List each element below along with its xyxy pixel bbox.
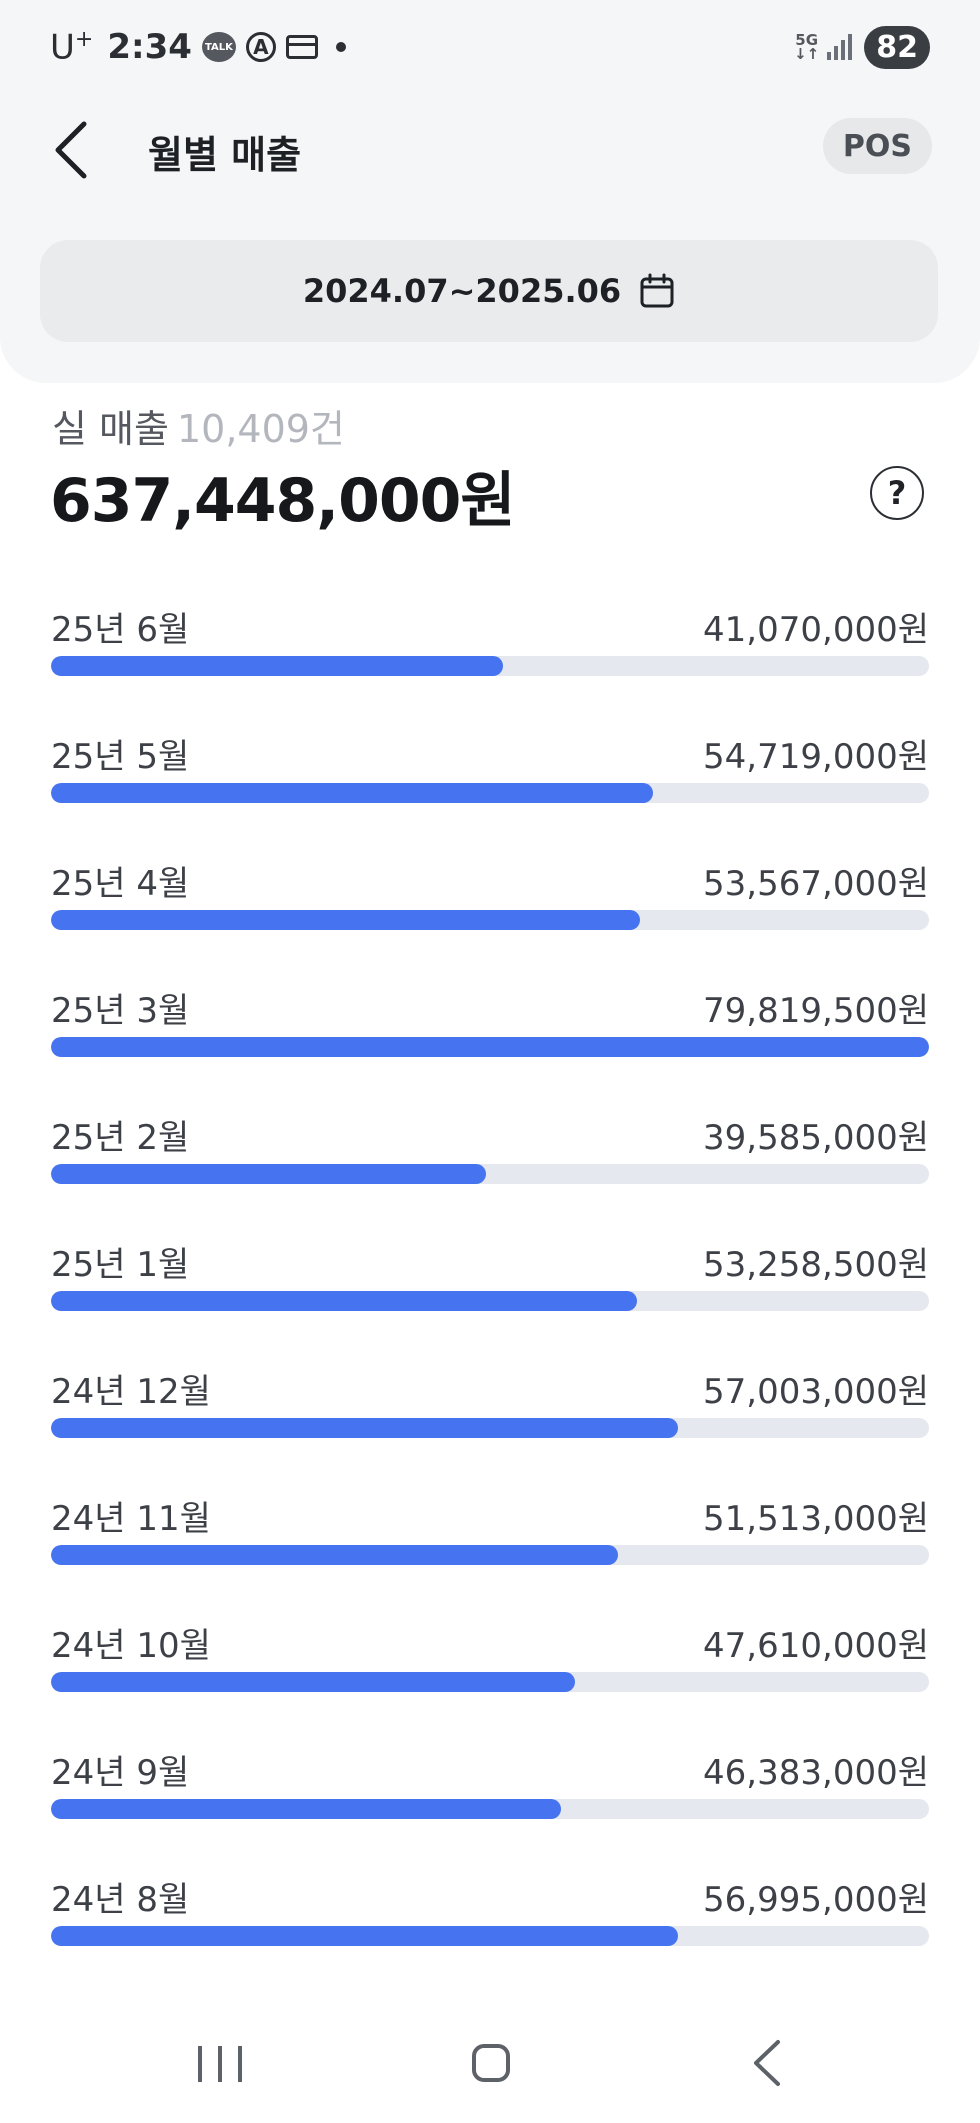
- month-row: 24년 12월 57,003,000원: [51, 1364, 929, 1444]
- month-label: 24년 12월: [51, 1372, 211, 1412]
- sales-bar-fill: [51, 1418, 679, 1438]
- sales-bar-fill: [51, 1164, 487, 1184]
- status-right: 5G ↓↑ 82: [794, 25, 930, 69]
- month-row: 24년 11월 51,513,000원: [51, 1491, 929, 1571]
- clock: 2:34: [107, 27, 192, 67]
- a-app-icon: A: [245, 32, 276, 62]
- sales-bar-fill: [51, 1799, 562, 1819]
- calendar-icon: [640, 273, 674, 308]
- month-label: 25년 5월: [51, 737, 190, 777]
- month-label: 25년 6월: [51, 610, 190, 650]
- month-amount: 57,003,000원: [703, 1372, 929, 1412]
- month-amount: 46,383,000원: [703, 1753, 929, 1793]
- sales-bar-track: [51, 1164, 929, 1184]
- month-amount: 39,585,000원: [703, 1118, 929, 1158]
- summary-label: 실 매출 10,409건: [52, 407, 345, 451]
- sales-bar-fill: [51, 910, 641, 930]
- sales-bar-track: [51, 1799, 929, 1819]
- sales-bar-fill: [51, 656, 503, 676]
- month-amount: 51,513,000원: [703, 1499, 929, 1539]
- month-label: 24년 8월: [51, 1880, 190, 1920]
- network-5g-icon: 5G ↓↑: [794, 31, 820, 63]
- home-button[interactable]: [472, 2044, 510, 2082]
- sales-bar-track: [51, 1926, 929, 1946]
- month-row: 24년 10월 47,610,000원: [51, 1618, 929, 1698]
- sales-bar-track: [51, 1037, 929, 1057]
- date-range-picker[interactable]: 2024.07~2025.06: [40, 240, 938, 342]
- month-label: 24년 9월: [51, 1753, 190, 1793]
- sales-bar-track: [51, 1672, 929, 1692]
- sales-bar-track: [51, 656, 929, 676]
- notification-dot-icon: [335, 42, 346, 52]
- month-amount: 54,719,000원: [703, 737, 929, 777]
- sales-bar-track: [51, 783, 929, 803]
- month-amount: 47,610,000원: [703, 1626, 929, 1666]
- month-amount: 41,070,000원: [703, 610, 929, 650]
- month-row: 25년 5월 54,719,000원: [51, 729, 929, 809]
- pos-button[interactable]: POS: [822, 118, 932, 174]
- nav-back-button[interactable]: [748, 2038, 788, 2088]
- month-label: 25년 2월: [51, 1118, 190, 1158]
- back-button[interactable]: [48, 118, 108, 182]
- sales-bar-fill: [51, 1926, 678, 1946]
- status-bar: U+ 2:34 TALK A 5G ↓↑ 82: [50, 22, 930, 72]
- month-row: 25년 2월 39,585,000원: [51, 1110, 929, 1190]
- sales-bar-track: [51, 910, 929, 930]
- recents-button[interactable]: [198, 2046, 242, 2082]
- transaction-count: 10,409건: [176, 407, 345, 451]
- month-row: 25년 4월 53,567,000원: [51, 856, 929, 936]
- month-label: 24년 10월: [51, 1626, 211, 1666]
- app-bar: 월별 매출 POS: [0, 110, 980, 190]
- month-amount: 53,258,500원: [703, 1245, 929, 1285]
- month-amount: 56,995,000원: [703, 1880, 929, 1920]
- month-label: 25년 3월: [51, 991, 190, 1031]
- month-row: 25년 6월 41,070,000원: [51, 602, 929, 682]
- wallet-icon: [285, 35, 318, 59]
- help-button[interactable]: ?: [870, 466, 924, 520]
- carrier-label: U+: [50, 26, 94, 68]
- sales-bar-track: [51, 1418, 929, 1438]
- month-amount: 79,819,500원: [703, 991, 929, 1031]
- month-label: 24년 11월: [51, 1499, 211, 1539]
- page-title: 월별 매출: [148, 133, 302, 177]
- month-row: 25년 3월 79,819,500원: [51, 983, 929, 1063]
- kakaotalk-icon: TALK: [201, 32, 236, 62]
- date-range-label: 2024.07~2025.06: [302, 272, 622, 310]
- navigation-bar: [0, 2020, 980, 2100]
- sales-bar-fill: [51, 1291, 637, 1311]
- sales-bar-fill: [51, 783, 653, 803]
- sales-bar-track: [51, 1545, 929, 1565]
- month-label: 25년 1월: [51, 1245, 190, 1285]
- sales-bar-fill: [51, 1672, 575, 1692]
- sales-bar-fill: [51, 1037, 929, 1057]
- total-sales: 637,448,000원: [50, 466, 516, 536]
- month-label: 25년 4월: [51, 864, 190, 904]
- month-row: 24년 9월 46,383,000원: [51, 1745, 929, 1825]
- month-amount: 53,567,000원: [703, 864, 929, 904]
- battery-badge: 82: [864, 25, 930, 69]
- sales-bar-track: [51, 1291, 929, 1311]
- month-row: 24년 8월 56,995,000원: [51, 1872, 929, 1952]
- signal-icon: [827, 34, 853, 60]
- month-row: 25년 1월 53,258,500원: [51, 1237, 929, 1317]
- sales-bar-fill: [51, 1545, 618, 1565]
